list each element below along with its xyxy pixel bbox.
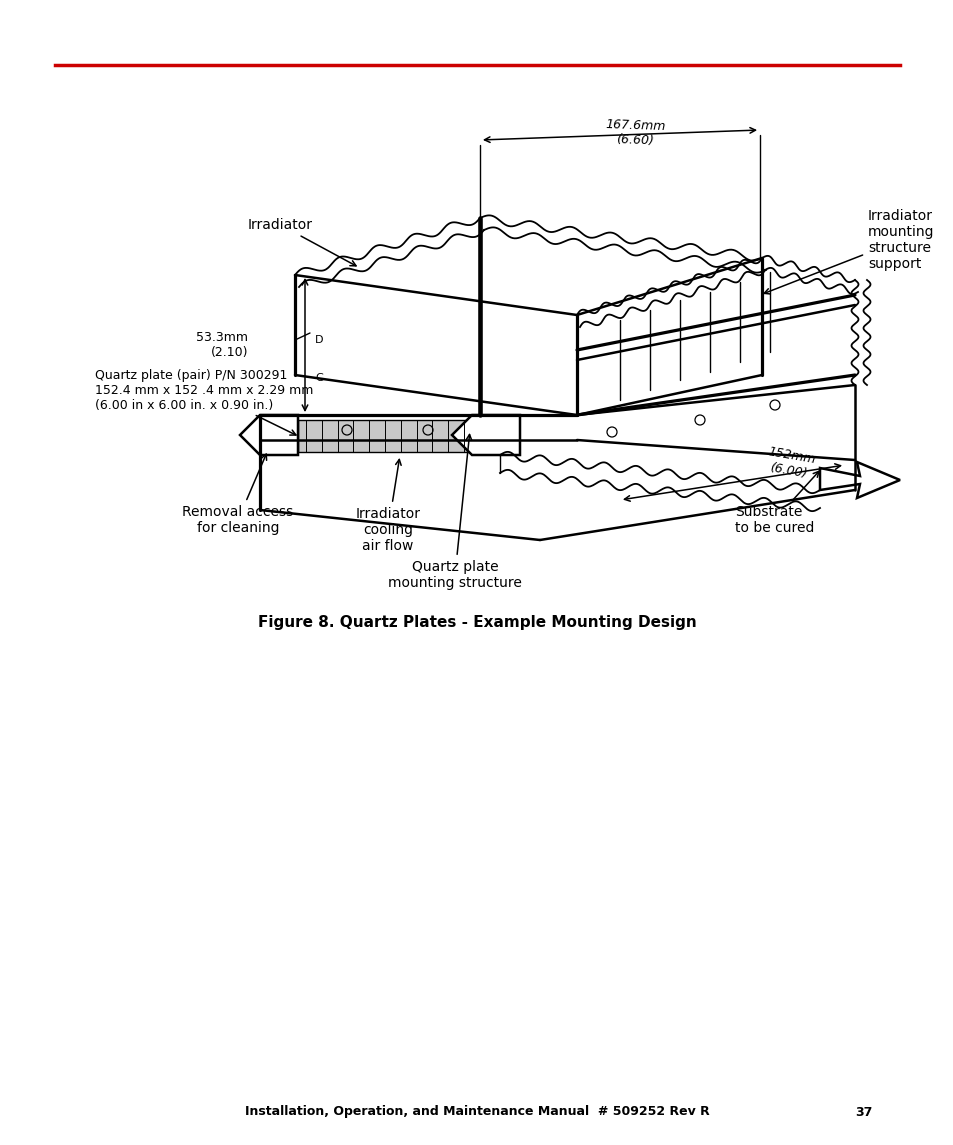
Text: Removal access
for cleaning: Removal access for cleaning bbox=[182, 455, 294, 535]
Text: Irradiator
mounting
structure
support: Irradiator mounting structure support bbox=[763, 208, 934, 294]
Text: 152mm
(6.00): 152mm (6.00) bbox=[763, 445, 816, 481]
Text: 167.6mm
(6.60): 167.6mm (6.60) bbox=[604, 118, 665, 148]
Text: Irradiator
cooling
air flow: Irradiator cooling air flow bbox=[355, 459, 420, 553]
Text: Quartz plate
mounting structure: Quartz plate mounting structure bbox=[388, 434, 521, 590]
Text: 37: 37 bbox=[854, 1106, 871, 1119]
Text: C: C bbox=[314, 373, 322, 382]
Polygon shape bbox=[820, 461, 899, 498]
Text: Installation, Operation, and Maintenance Manual  # 509252 Rev R: Installation, Operation, and Maintenance… bbox=[244, 1106, 709, 1119]
Text: Figure 8. Quartz Plates - Example Mounting Design: Figure 8. Quartz Plates - Example Mounti… bbox=[257, 615, 696, 630]
Text: 53.3mm
(2.10): 53.3mm (2.10) bbox=[195, 331, 248, 360]
Polygon shape bbox=[297, 420, 472, 452]
Text: Irradiator: Irradiator bbox=[248, 218, 355, 266]
Text: D: D bbox=[314, 335, 323, 345]
Polygon shape bbox=[240, 414, 297, 455]
Text: Quartz plate (pair) P/N 300291
152.4 mm x 152 .4 mm x 2.29 mm
(6.00 in x 6.00 in: Quartz plate (pair) P/N 300291 152.4 mm … bbox=[95, 369, 313, 435]
Text: Substrate
to be cured: Substrate to be cured bbox=[734, 472, 818, 535]
Polygon shape bbox=[452, 414, 519, 455]
